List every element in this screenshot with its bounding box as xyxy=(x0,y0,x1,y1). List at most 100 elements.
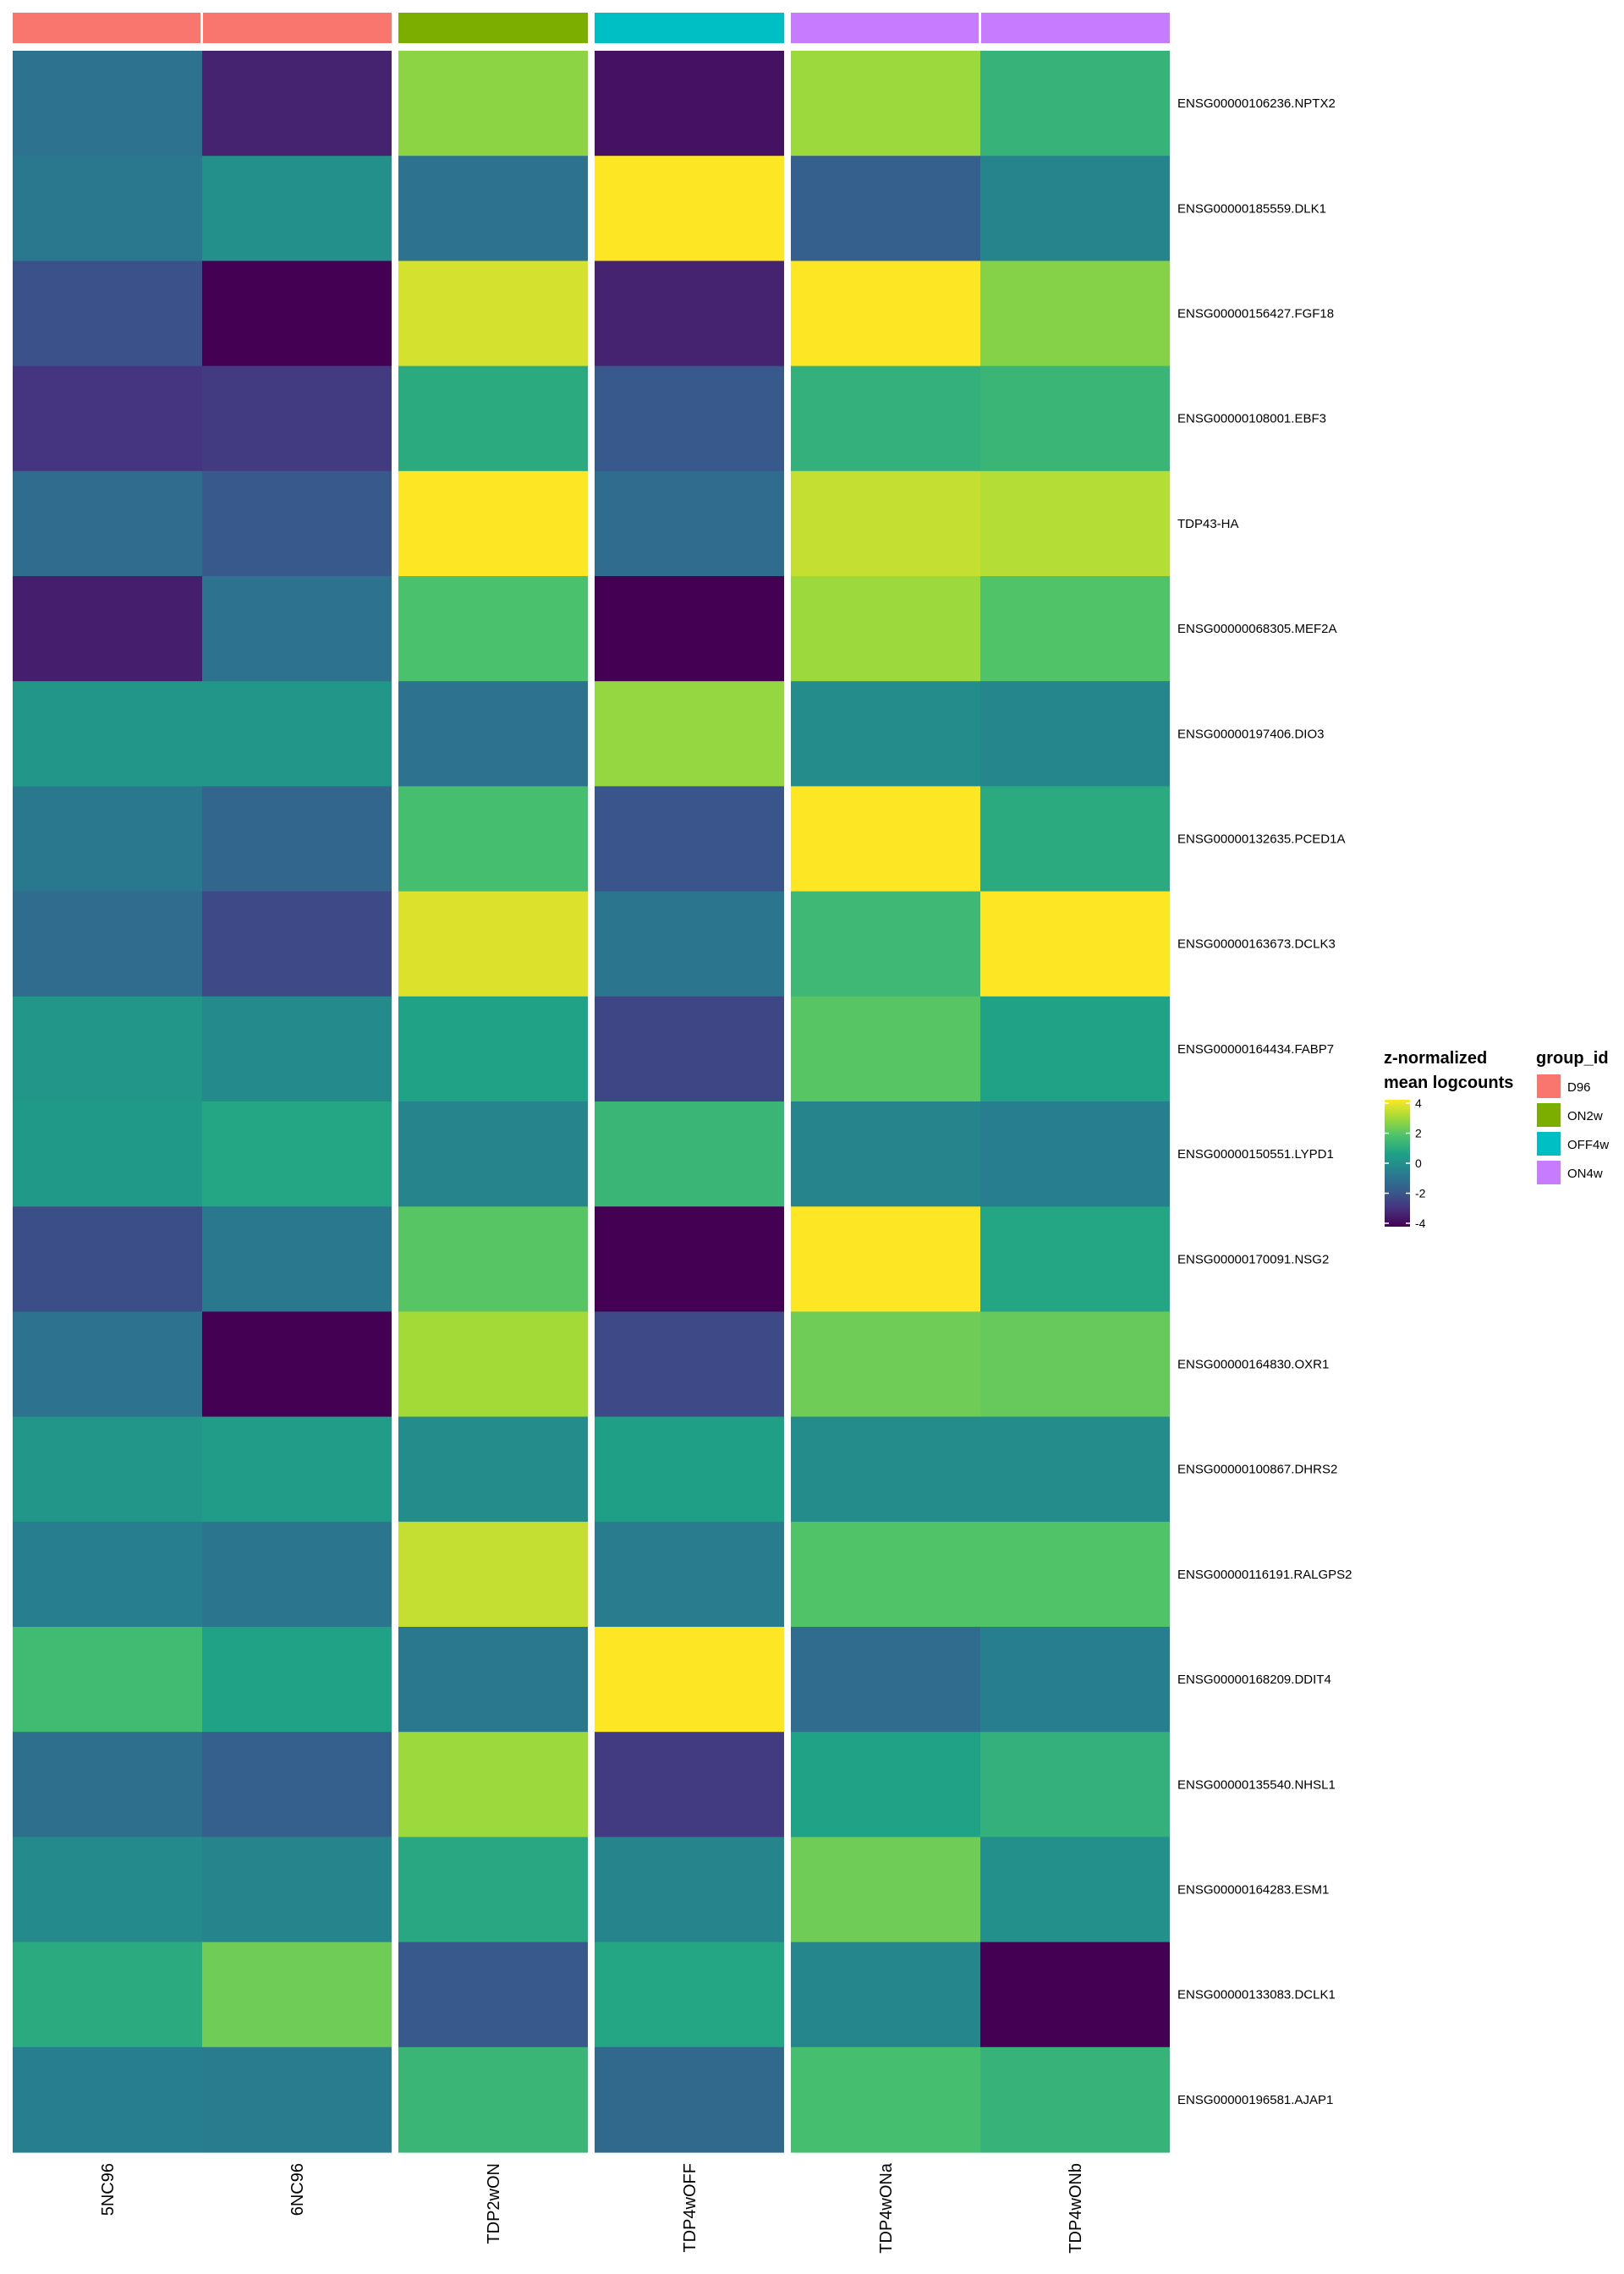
heatmap-cell xyxy=(791,156,980,261)
heatmap-cell xyxy=(202,1311,392,1418)
group-legend-label: OFF4w xyxy=(1567,1138,1609,1152)
heatmap-cell xyxy=(202,1837,392,1943)
column-label: TDP4wOFF xyxy=(681,2163,700,2253)
colorbar-tick-label: 4 xyxy=(1415,1096,1422,1110)
colorbar-tick-label: -2 xyxy=(1415,1187,1426,1200)
group-legend-swatch xyxy=(1537,1074,1561,1098)
heatmap-cell xyxy=(980,156,1170,261)
heatmap-cell xyxy=(202,891,392,997)
heatmap-cell xyxy=(980,576,1170,682)
heatmap-cell xyxy=(980,996,1170,1102)
group-legend-title: group_id xyxy=(1536,1049,1609,1068)
heatmap-cells xyxy=(13,51,1170,2153)
heatmap-cell xyxy=(980,51,1170,157)
heatmap-cell xyxy=(595,681,784,787)
group-annotation-cell xyxy=(980,13,1170,43)
group-legend-swatch xyxy=(1537,1161,1561,1184)
group-annotation-cell xyxy=(202,13,392,43)
heatmap-cell xyxy=(791,365,980,472)
row-label: ENSG00000106236.NPTX2 xyxy=(1177,96,1336,111)
heatmap-cell xyxy=(398,51,588,157)
heatmap-cell xyxy=(595,1837,784,1943)
group-legend-label: D96 xyxy=(1567,1080,1591,1095)
row-label: TDP43-HA xyxy=(1177,517,1239,531)
heatmap-cell xyxy=(595,1627,784,1733)
group-legend-label: ON4w xyxy=(1567,1167,1603,1181)
heatmap-cell xyxy=(202,681,392,787)
row-label: ENSG00000150551.LYPD1 xyxy=(1177,1147,1334,1162)
heatmap-cell xyxy=(13,1942,202,2048)
heatmap-cell xyxy=(980,891,1170,997)
heatmap-cell xyxy=(595,470,784,577)
column-label: TDP4wONa xyxy=(877,2162,896,2254)
heatmap-cell xyxy=(980,1101,1170,1207)
heatmap-cell xyxy=(13,1101,202,1207)
heatmap-cell xyxy=(980,365,1170,472)
heatmap-cell xyxy=(398,1942,588,2048)
heatmap-cell xyxy=(202,1732,392,1837)
heatmap-cell xyxy=(398,1521,588,1628)
heatmap-cell xyxy=(202,1416,392,1523)
heatmap-cell xyxy=(980,1732,1170,1837)
heatmap-cell xyxy=(202,996,392,1102)
group-legend: group_id D96 ON2w OFF4w ON4w xyxy=(1536,1049,1609,1184)
heatmap-cell xyxy=(13,1206,202,1312)
heatmap-cell xyxy=(980,1942,1170,2048)
group-legend-label: ON2w xyxy=(1567,1109,1603,1123)
heatmap-cell xyxy=(791,261,980,367)
heatmap-cell xyxy=(398,1311,588,1418)
row-label: ENSG00000133083.DCLK1 xyxy=(1177,1988,1336,2002)
heatmap-cell xyxy=(980,681,1170,787)
heatmap-cell xyxy=(595,996,784,1102)
heatmap-cell xyxy=(13,996,202,1102)
heatmap-cell xyxy=(13,365,202,472)
heatmap-cell xyxy=(595,786,784,893)
heatmap-cell xyxy=(595,1732,784,1837)
heatmap-cell xyxy=(398,261,588,367)
group-annotation-bar xyxy=(13,13,1170,43)
row-label: ENSG00000100867.DHRS2 xyxy=(1177,1463,1337,1477)
row-label: ENSG00000132635.PCED1A xyxy=(1177,832,1345,847)
heatmap-cell xyxy=(791,1206,980,1312)
heatmap-cell xyxy=(202,1521,392,1628)
heatmap-cell xyxy=(595,2046,784,2153)
heatmap-cell xyxy=(980,1521,1170,1628)
heatmap-cell xyxy=(791,1627,980,1733)
heatmap-cell xyxy=(791,681,980,787)
row-label: ENSG00000197406.DIO3 xyxy=(1177,727,1324,741)
column-labels: 5NC96 6NC96 TDP2wON TDP4wOFF TDP4wONa TDP4wON… xyxy=(99,2162,1085,2254)
heatmap-cell xyxy=(202,470,392,577)
heatmap-cell xyxy=(791,470,980,577)
heatmap-cell xyxy=(398,470,588,577)
heatmap-cell xyxy=(398,1627,588,1733)
heatmap-cell xyxy=(791,1416,980,1523)
heatmap-cell xyxy=(13,1311,202,1418)
heatmap-cell xyxy=(791,51,980,157)
heatmap-cell xyxy=(13,1732,202,1837)
heatmap-cell xyxy=(595,1521,784,1628)
heatmap-cell xyxy=(398,786,588,893)
heatmap-cell xyxy=(595,156,784,261)
heatmap-cell xyxy=(13,2046,202,2153)
row-labels: ENSG00000106236.NPTX2 ENSG00000185559.DLK… xyxy=(1177,96,1352,2107)
heatmap-cell xyxy=(13,786,202,893)
heatmap-cell xyxy=(13,1837,202,1943)
heatmap-cell xyxy=(202,51,392,157)
heatmap-cell xyxy=(202,1206,392,1312)
heatmap-cell xyxy=(398,1416,588,1523)
colorbar-legend: z-normalized mean logcounts 4 2 0 -2 -4 xyxy=(1384,1049,1513,1230)
group-legend-swatch xyxy=(1537,1132,1561,1156)
row-label: ENSG00000164283.ESM1 xyxy=(1177,1883,1329,1898)
heatmap-cell xyxy=(398,156,588,261)
heatmap-cell xyxy=(595,261,784,367)
heatmap-cell xyxy=(980,2046,1170,2153)
heatmap-cell xyxy=(13,1521,202,1628)
heatmap-cell xyxy=(595,1416,784,1523)
heatmap-cell xyxy=(398,891,588,997)
heatmap-cell xyxy=(398,1101,588,1207)
heatmap-cell xyxy=(791,891,980,997)
heatmap-cell xyxy=(980,1627,1170,1733)
heatmap-cell xyxy=(13,156,202,261)
heatmap-cell xyxy=(791,2046,980,2153)
colorbar-tick-label: -4 xyxy=(1415,1217,1426,1230)
